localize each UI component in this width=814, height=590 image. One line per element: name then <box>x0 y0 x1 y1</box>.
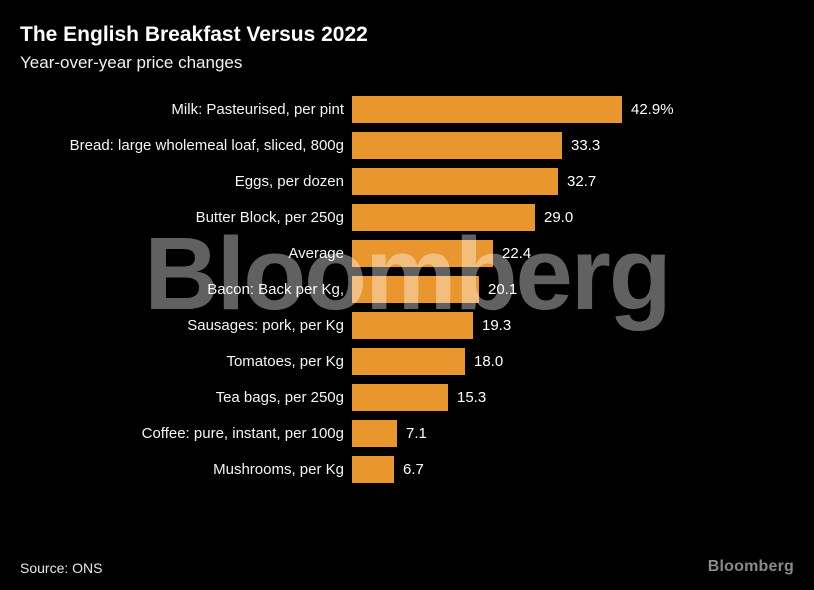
bar-track: 29.0 <box>352 203 794 231</box>
category-label: Mushrooms, per Kg <box>213 460 344 478</box>
chart-subtitle: Year-over-year price changes <box>20 53 243 73</box>
bar <box>352 311 473 339</box>
category-label: Tomatoes, per Kg <box>226 352 344 370</box>
chart-row: Mushrooms, per Kg 6.7 <box>20 451 794 487</box>
bar-track: 42.9% <box>352 95 794 123</box>
bar-track: 22.4 <box>352 239 794 267</box>
chart-title: The English Breakfast Versus 2022 <box>20 23 368 46</box>
bar-chart: Milk: Pasteurised, per pint 42.9% Bread: l… <box>0 91 814 487</box>
chart-row: Tomatoes, per Kg 18.0 <box>20 343 794 379</box>
bar <box>352 455 394 483</box>
bar <box>352 167 558 195</box>
value-label: 22.4 <box>502 244 532 262</box>
chart-row: Sausages: pork, per Kg 19.3 <box>20 307 794 343</box>
category-label: Average <box>288 244 344 262</box>
category-label: Bacon: Back per Kg, <box>207 280 344 298</box>
chart-row: Average 22.4 <box>20 235 794 271</box>
bloomberg-logo: Bloomberg <box>707 558 794 575</box>
value-label: 18.0 <box>474 352 504 370</box>
bar-track: 15.3 <box>352 383 794 411</box>
value-label: 15.3 <box>457 388 487 406</box>
bar <box>352 239 493 267</box>
bar <box>352 275 479 303</box>
value-label: 32.7 <box>567 172 597 190</box>
value-label: 19.3 <box>482 316 512 334</box>
category-label: Bread: large wholemeal loaf, sliced, 800… <box>69 136 344 154</box>
category-label: Milk: Pasteurised, per pint <box>171 100 344 118</box>
chart-row: Bread: large wholemeal loaf, sliced, 800… <box>20 127 794 163</box>
bar-track: 7.1 <box>352 419 794 447</box>
bar-track: 20.1 <box>352 275 794 303</box>
bar <box>352 203 535 231</box>
chart-row: Tea bags, per 250g 15.3 <box>20 379 794 415</box>
chart-row: Butter Block, per 250g 29.0 <box>20 199 794 235</box>
chart-header: The English Breakfast Versus 2022 Year-o… <box>0 0 814 73</box>
value-label: 29.0 <box>544 208 574 226</box>
chart-row: Milk: Pasteurised, per pint 42.9% <box>20 91 794 127</box>
bar <box>352 419 397 447</box>
bar <box>352 383 448 411</box>
value-label: 20.1 <box>488 280 518 298</box>
category-label: Coffee: pure, instant, per 100g <box>141 424 344 442</box>
source-label: Source: ONS <box>20 560 103 576</box>
value-label: 7.1 <box>406 424 427 442</box>
value-label: 33.3 <box>571 136 601 154</box>
category-label: Tea bags, per 250g <box>215 388 344 406</box>
category-label: Butter Block, per 250g <box>195 208 344 226</box>
bar-track: 6.7 <box>352 455 794 483</box>
value-label: 42.9% <box>631 100 674 118</box>
bar-track: 33.3 <box>352 131 794 159</box>
category-label: Sausages: pork, per Kg <box>187 316 344 334</box>
bar <box>352 131 562 159</box>
bar <box>352 95 622 123</box>
bar-track: 32.7 <box>352 167 794 195</box>
category-label: Eggs, per dozen <box>234 172 344 190</box>
bar <box>352 347 465 375</box>
bar-track: 18.0 <box>352 347 794 375</box>
chart-row: Eggs, per dozen 32.7 <box>20 163 794 199</box>
value-label: 6.7 <box>403 460 424 478</box>
chart-rows: Milk: Pasteurised, per pint 42.9% Bread: l… <box>20 91 794 487</box>
chart-row: Coffee: pure, instant, per 100g 7.1 <box>20 415 794 451</box>
chart-row: Bacon: Back per Kg, 20.1 <box>20 271 794 307</box>
bar-track: 19.3 <box>352 311 794 339</box>
chart-footer: Source: ONS Bloomberg <box>0 558 814 576</box>
